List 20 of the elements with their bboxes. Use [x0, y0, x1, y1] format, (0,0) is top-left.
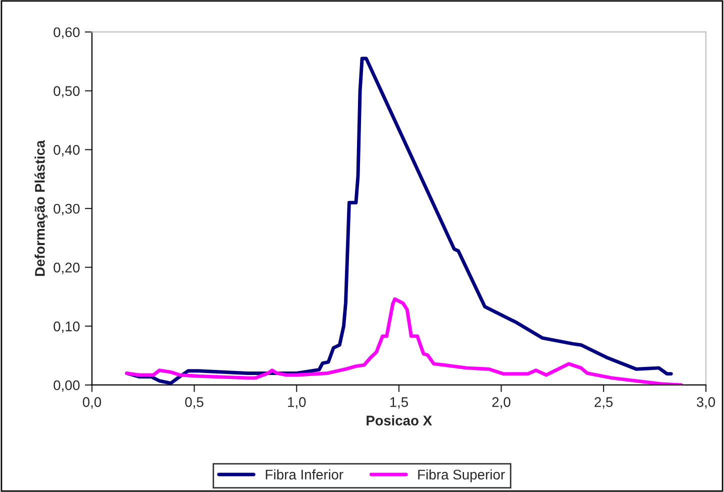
y-tick-label: 0,10: [54, 321, 80, 333]
y-tick-label: 0,30: [54, 204, 80, 216]
y-tick-label: 0,50: [54, 86, 80, 98]
y-tick-label: 0,40: [54, 144, 80, 156]
legend-label: Fibra Inferior: [266, 469, 344, 480]
line-series: [125, 56, 673, 385]
x-tick-label: 0,0: [82, 397, 102, 409]
legend-label: Fibra Superior: [418, 469, 505, 482]
x-tick-label: 0,5: [185, 397, 204, 409]
line-series: [125, 297, 684, 385]
x-tick-label: 2,5: [594, 397, 613, 409]
y-tick-label: 0,60: [54, 27, 80, 39]
y-tick-label: 0,00: [54, 380, 80, 392]
x-tick-label: 3,0: [696, 397, 716, 409]
y-tick-label: 0,20: [54, 262, 80, 274]
y-axis-title: Deformação Plástica: [34, 140, 48, 276]
x-tick-label: 1,5: [390, 397, 408, 409]
x-tick-label: 1,0: [288, 397, 306, 409]
x-axis-title: Posicao X: [366, 415, 432, 426]
x-tick-label: 2,0: [492, 397, 510, 409]
